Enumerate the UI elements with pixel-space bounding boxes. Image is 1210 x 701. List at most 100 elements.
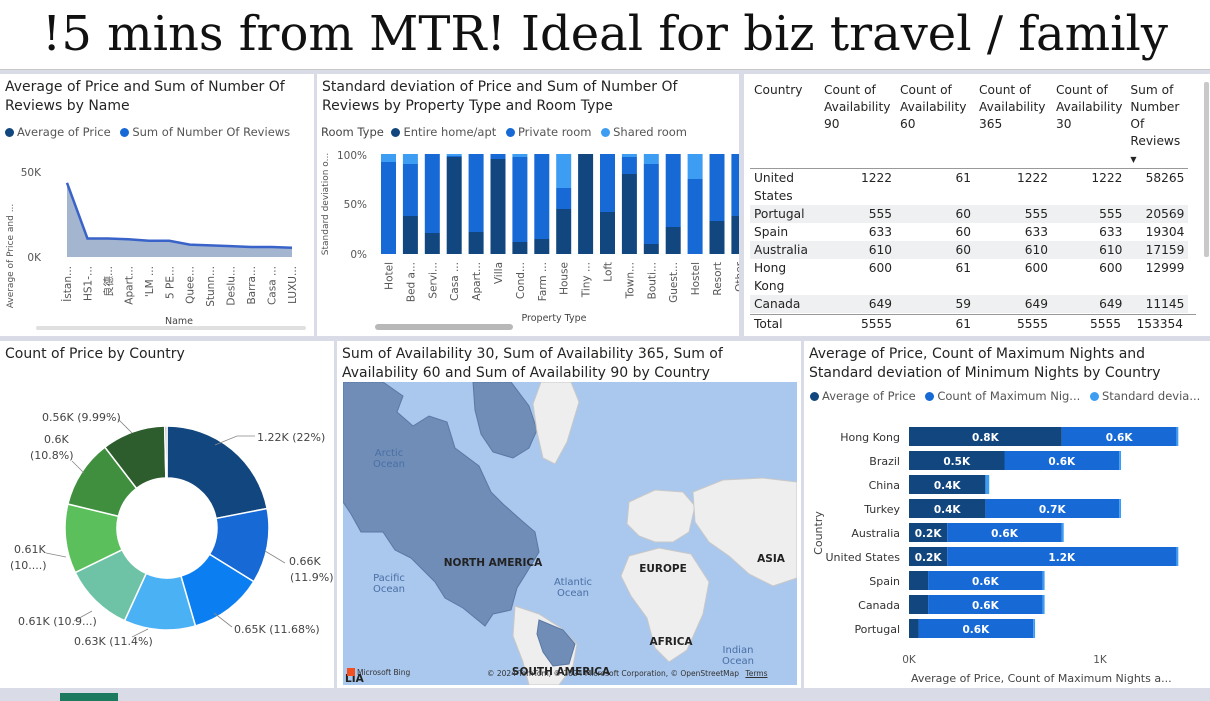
africa-shape xyxy=(620,547,710,663)
legend-item-entire-home[interactable]: Entire home/apt xyxy=(403,125,497,139)
cell-value: 555 xyxy=(975,205,1052,223)
col-header-reviews[interactable]: Sum of Number Of Reviews ▼ xyxy=(1126,82,1188,169)
bar-segment xyxy=(490,159,506,254)
chart-legend[interactable]: Room Type Entire home/apt Private room S… xyxy=(321,125,693,139)
map-label-arctic: Arctic xyxy=(375,448,403,459)
x-tick-label: Other xyxy=(734,261,739,291)
world-map[interactable]: Arctic Ocean Pacific Ocean Atlantic Ocea… xyxy=(343,382,797,685)
bar-segment xyxy=(909,571,929,590)
legend-dot-icon xyxy=(120,128,130,137)
panel-price-reviews-by-name[interactable]: Average of Price and Sum of Number Of Re… xyxy=(0,74,314,336)
x-tick-label: House xyxy=(559,262,571,295)
panel-stddev-by-property-type[interactable]: Standard deviation of Price and Sum of N… xyxy=(317,74,739,336)
cell-value: 600 xyxy=(1024,261,1048,275)
bar-segment xyxy=(468,232,484,254)
legend-item-shared-room[interactable]: Shared room xyxy=(613,125,688,139)
cell-value: 649 xyxy=(1052,295,1127,313)
panel-title: Standard deviation of Price and Sum of N… xyxy=(322,79,678,114)
legend-item-stddev-min-nights[interactable]: Standard devia... xyxy=(1101,389,1201,403)
col-header-country[interactable]: Country xyxy=(754,83,803,97)
table-row[interactable]: Canada 649 59 649 649 11145 xyxy=(750,295,1189,313)
map-label-south-america: SOUTH AMERICA xyxy=(512,666,611,678)
col-header-availability-365[interactable]: Count of Availability 365 xyxy=(979,83,1046,131)
panel-count-price-by-country[interactable]: Count of Price by Country 1.22K (22%) 0.… xyxy=(0,341,334,688)
panel-price-nights-by-country[interactable]: Average of Price, Count of Maximum Night… xyxy=(804,341,1210,688)
horizontal-scrollbar[interactable] xyxy=(375,324,513,330)
bar-series[interactable]: Hotel Bed a... Servi... Casa ... Apart... Vil… xyxy=(381,154,739,303)
cell-value: 1222 xyxy=(1016,171,1048,185)
legend-title: Room Type xyxy=(321,125,384,139)
label-slice-5: 0.61K (10.9...) xyxy=(18,615,97,628)
y-tick-0: 0% xyxy=(350,249,367,261)
horizontal-bar-chart[interactable]: Country Hong Kong 0.8K 0.6K Brazil 0.5K 0.6K C… xyxy=(804,341,1210,688)
donut-slices[interactable] xyxy=(64,425,270,631)
page-tab-indicator[interactable] xyxy=(60,693,118,701)
table-row[interactable]: Australia 610 60 610 610 17159 xyxy=(750,241,1189,259)
bar-segment xyxy=(643,164,659,244)
terms-link[interactable]: Terms xyxy=(745,669,768,678)
x-tick-label: Barra... xyxy=(246,266,258,305)
horizontal-scrollbar[interactable] xyxy=(36,326,306,330)
vertical-scrollbar[interactable] xyxy=(1204,82,1209,257)
series-line xyxy=(65,182,293,249)
x-tick-label: Hotel xyxy=(384,262,396,290)
country-table: Country Count of Availability 90 Count o… xyxy=(750,82,1189,313)
col-header-availability-90[interactable]: Count of Availability 90 xyxy=(824,83,891,131)
stacked-bar-chart[interactable]: Standard deviation o... 100% 50% 0% Hote… xyxy=(317,74,739,336)
bar-segment xyxy=(928,595,1043,614)
legend-item-average-price[interactable]: Average of Price xyxy=(822,389,916,403)
bar-segment xyxy=(600,212,615,254)
asia-shape xyxy=(692,477,797,587)
legend-dot-icon xyxy=(505,128,515,137)
data-label: 0.6K xyxy=(962,624,990,636)
col-header-availability-30[interactable]: Count of Availability 30 xyxy=(1056,83,1123,131)
bar-segment xyxy=(909,595,929,614)
panel-availability-map[interactable]: Sum of Availability 30, Sum of Availabil… xyxy=(337,341,801,688)
y-tick-50: 50% xyxy=(344,199,367,211)
legend-item-private-room[interactable]: Private room xyxy=(517,125,592,139)
cell-value: 633 xyxy=(868,225,892,239)
legend-item-sum-reviews[interactable]: Sum of Number Of Reviews xyxy=(132,125,291,139)
label-slice-2b: (11.9%) xyxy=(290,571,334,584)
sort-descending-icon[interactable]: ▼ xyxy=(1130,155,1137,164)
bar-segment xyxy=(1119,499,1122,518)
y-axis-label: Average of Price and ... xyxy=(6,204,16,309)
chart-legend[interactable]: Average of Price Count of Maximum Nig...… xyxy=(810,389,1206,403)
bing-logo: Microsoft Bing xyxy=(347,668,410,677)
bar-segment xyxy=(947,547,1177,566)
cell-country: Portugal xyxy=(750,205,820,223)
cell-value: 555 xyxy=(820,205,896,223)
label-slice-3: 0.65K (11.68%) xyxy=(234,623,320,636)
legend-item-average-price[interactable]: Average of Price xyxy=(17,125,111,139)
bar-series[interactable]: Hong Kong 0.8K 0.6K Brazil 0.5K 0.6K China 0.4K… xyxy=(826,427,1179,638)
col-header-availability-60[interactable]: Count of Availability 60 xyxy=(900,83,967,131)
cell-country: Canada xyxy=(750,295,820,313)
legend-item-max-nights[interactable]: Count of Maximum Nig... xyxy=(937,389,1081,403)
chart-legend[interactable]: Average of Price Sum of Number Of Review… xyxy=(5,125,296,139)
cell-value: 633 xyxy=(1099,225,1123,239)
bar-segment xyxy=(556,188,572,209)
cell-value: 17159 xyxy=(1126,241,1189,259)
y-tick-label: United States xyxy=(826,551,901,564)
total-row: Total 5555 61 5555 5555 153354 xyxy=(750,315,1187,333)
donut-chart[interactable]: 1.22K (22%) 0.66K (11.9%) 0.65K (11.68%)… xyxy=(0,341,334,688)
map-labels: Arctic Ocean Pacific Ocean Atlantic Ocea… xyxy=(373,448,754,667)
table-row[interactable]: Spain 633 60 633 633 19304 xyxy=(750,223,1188,241)
area-series[interactable]: İstan... HS1-... 良德... Apart... 'LM ... 5 PE.… xyxy=(61,182,299,307)
table-row[interactable]: Hong Kong 600 61 600 600 12999 xyxy=(750,259,1188,295)
bing-icon xyxy=(347,668,355,676)
table-row[interactable]: Portugal 555 60 555 555 20569 xyxy=(750,205,1189,223)
table-header-row: Country Count of Availability 90 Count o… xyxy=(750,82,1189,169)
x-axis-label: Name xyxy=(165,316,193,327)
cell-country: Australia xyxy=(750,241,820,259)
data-label: 0.5K xyxy=(943,456,971,468)
map-label-north-america: NORTH AMERICA xyxy=(444,557,543,569)
label-slice-6b: (10....) xyxy=(10,559,47,572)
panel-country-table[interactable]: Country Count of Availability 90 Count o… xyxy=(744,74,1210,336)
data-label: 0.6K xyxy=(1106,432,1134,444)
area-chart[interactable]: Average of Price and ... 50K 0K İstan...… xyxy=(0,74,314,336)
continent-labels: NORTH AMERICA EUROPE ASIA AFRICA SOUTH A… xyxy=(345,553,786,685)
bar-segment xyxy=(731,216,739,254)
total-cell: 61 xyxy=(955,317,971,331)
table-row[interactable]: United States 1222 61 1222 1222 58265 xyxy=(750,169,1188,206)
